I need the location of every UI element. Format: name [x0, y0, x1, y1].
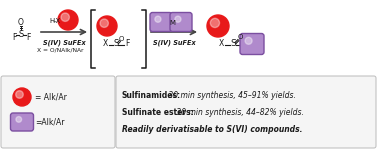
Text: F: F: [26, 33, 30, 42]
Circle shape: [207, 15, 229, 37]
FancyBboxPatch shape: [1, 76, 115, 148]
Text: S(IV) SuFEx: S(IV) SuFEx: [153, 40, 195, 46]
Circle shape: [97, 16, 117, 36]
Text: Sulfinamides:: Sulfinamides:: [122, 91, 181, 100]
Text: S(IV) SuFEx: S(IV) SuFEx: [43, 40, 85, 46]
Text: =Alk/Ar: =Alk/Ar: [35, 117, 65, 126]
Text: X: X: [218, 39, 224, 48]
Circle shape: [16, 117, 22, 122]
FancyBboxPatch shape: [240, 33, 264, 54]
FancyBboxPatch shape: [170, 12, 192, 32]
FancyBboxPatch shape: [11, 113, 34, 131]
Text: M: M: [169, 20, 175, 26]
Circle shape: [61, 13, 70, 21]
Text: O: O: [118, 36, 124, 42]
Circle shape: [13, 88, 31, 106]
Text: 30 min synthesis, 45–91% yields.: 30 min synthesis, 45–91% yields.: [166, 91, 296, 100]
Text: O: O: [18, 18, 24, 27]
Text: –X: –X: [53, 18, 61, 24]
Text: F: F: [125, 39, 129, 48]
Text: X = O/NAlk/NAr: X = O/NAlk/NAr: [37, 48, 83, 53]
Text: F: F: [12, 33, 16, 42]
Text: 30 min synthesis, 44–82% yields.: 30 min synthesis, 44–82% yields.: [174, 108, 304, 117]
Circle shape: [16, 91, 23, 98]
Text: Sulfinate esters:: Sulfinate esters:: [122, 108, 194, 117]
Text: S: S: [113, 39, 119, 48]
Text: S: S: [230, 39, 236, 48]
Circle shape: [245, 37, 252, 44]
Text: H: H: [49, 18, 54, 24]
FancyBboxPatch shape: [150, 12, 172, 32]
Circle shape: [100, 19, 108, 27]
FancyBboxPatch shape: [116, 76, 376, 148]
Circle shape: [58, 10, 78, 30]
Text: S: S: [19, 30, 23, 39]
Circle shape: [155, 16, 161, 22]
Text: Readily derivatisable to S(VI) compounds.: Readily derivatisable to S(VI) compounds…: [122, 125, 302, 134]
Text: X: X: [102, 39, 108, 48]
Circle shape: [175, 16, 181, 22]
Circle shape: [210, 18, 220, 28]
Text: O: O: [237, 34, 243, 40]
Text: = Alk/Ar: = Alk/Ar: [35, 93, 67, 102]
